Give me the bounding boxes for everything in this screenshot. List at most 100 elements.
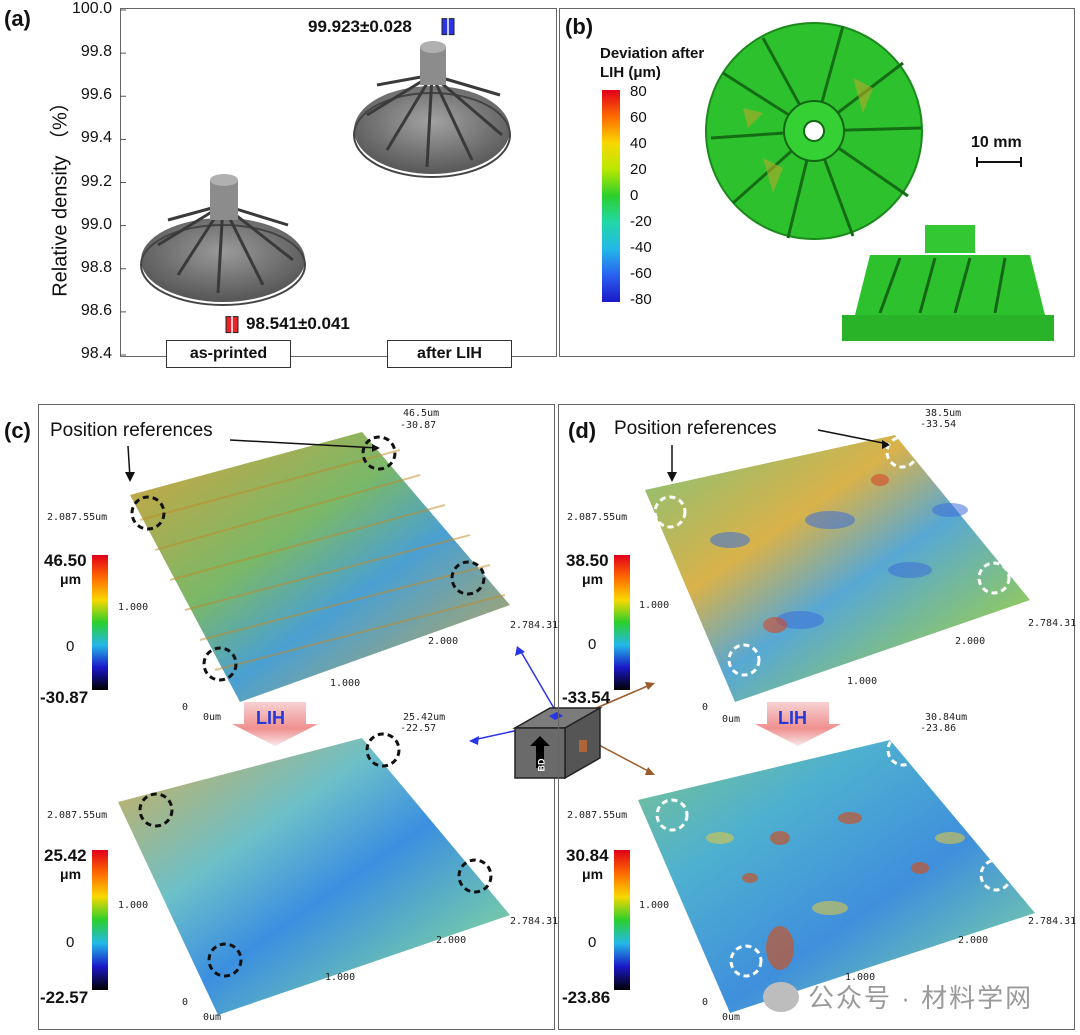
- d-bot-mid-tick: 1.000: [639, 900, 670, 911]
- y-tick-label: 99.0: [80, 215, 112, 233]
- d-top-origin: 0um: [722, 714, 741, 725]
- colorbar-tick-label: -20: [630, 213, 652, 230]
- c-top-x-mid: 2.000: [428, 636, 459, 647]
- colorbar-tick-label: 80: [630, 83, 647, 100]
- d-bot-zero: 0: [702, 997, 709, 1008]
- c-bot-x-end: 2.784.31: [510, 916, 559, 927]
- c-bot-x-small: 1.000: [325, 972, 356, 983]
- d-lih-arrow: [755, 700, 841, 746]
- d-bot-x-mid: 2.000: [958, 935, 989, 946]
- impeller-as-printed-image: [140, 174, 306, 306]
- panel-d-frame: [558, 404, 1075, 1030]
- impeller-deviation-top-view: [705, 22, 923, 240]
- build-direction-schematic: [469, 646, 655, 780]
- d-bot-colorbar: [614, 850, 630, 990]
- panel-d-label: (d): [568, 418, 597, 443]
- c-top-zero: 0: [182, 702, 189, 713]
- c-top-corner-label: 46.5um: [403, 408, 440, 419]
- y-tick-label: 98.8: [80, 258, 112, 276]
- c-top-colorbar: [92, 555, 108, 690]
- c-top-colorbar-zero: 0: [66, 638, 75, 655]
- panel-d-top-surface: [645, 429, 1030, 702]
- c-bot-corner-label2: -22.57: [400, 723, 437, 734]
- c-bot-zero: 0: [182, 997, 189, 1008]
- c-lih-label: LIH: [256, 708, 285, 728]
- y-tick-label: 98.6: [80, 301, 112, 319]
- d-top-mid-tick: 1.000: [639, 600, 670, 611]
- impeller-after-lih-image: [353, 41, 511, 178]
- c-top-y-label: 2.087.55um: [47, 512, 108, 523]
- c-top-x-small: 1.000: [330, 678, 361, 689]
- c-top-colorbar-min: -30.87: [40, 688, 89, 707]
- category-as-printed: as-printed: [166, 340, 291, 368]
- watermark-text: 公众号 · 材料学网: [808, 983, 1034, 1013]
- d-top-corner-label: 38.5um: [925, 408, 962, 419]
- d-bot-y-label: 2.087.55um: [567, 810, 628, 821]
- colorbar-tick-label: 20: [630, 161, 647, 178]
- c-top-mid-tick: 1.000: [118, 602, 149, 613]
- panel-d-bottom-surface: [638, 733, 1035, 1013]
- c-bot-origin: 0um: [203, 1012, 222, 1023]
- d-top-colorbar-min: -33.54: [562, 688, 611, 707]
- category-after-lih: after LIH: [387, 340, 512, 368]
- c-bot-y-label: 2.087.55um: [47, 810, 108, 821]
- colorbar-tick-label: 0: [630, 187, 639, 204]
- d-bot-x-small: 1.000: [845, 972, 876, 983]
- d-bot-corner-label2: -23.86: [920, 723, 957, 734]
- c-lih-arrow: [232, 700, 318, 746]
- colorbar-tick-label: -40: [630, 239, 652, 256]
- d-top-x-small: 1.000: [847, 676, 878, 687]
- c-bot-mid-tick: 1.000: [118, 900, 149, 911]
- c-bot-colorbar: [92, 850, 108, 990]
- c-bot-colorbar-zero: 0: [66, 934, 75, 951]
- d-bot-corner-label: 30.84um: [925, 712, 968, 723]
- d-top-colorbar-max: 38.50: [566, 551, 609, 570]
- colorbar-tick-label: -80: [630, 291, 652, 308]
- c-bot-colorbar-min: -22.57: [40, 988, 89, 1007]
- y-tick-label: 98.4: [80, 345, 112, 362]
- panel-b-frame: [559, 8, 1075, 357]
- d-bot-origin: 0um: [722, 1012, 741, 1023]
- d-top-x-mid: 2.000: [955, 636, 986, 647]
- d-top-corner-label2: -33.54: [920, 419, 957, 430]
- y-tick-label: 100.0: [71, 0, 112, 17]
- impeller-deviation-side-view: [842, 225, 1054, 341]
- d-top-y-label: 2.087.55um: [567, 512, 628, 523]
- d-top-colorbar: [614, 555, 630, 690]
- panel-c-top-surface: [125, 432, 510, 702]
- d-bot-x-end: 2.784.31: [1028, 916, 1077, 927]
- panel-a-chart: [120, 9, 455, 356]
- panel-a-label: (a): [4, 6, 31, 31]
- c-top-x-end: 2.784.31: [510, 620, 559, 631]
- d-lih-label: LIH: [778, 708, 807, 728]
- panel-d-position-references: Position references: [614, 418, 777, 439]
- c-bot-colorbar-unit: μm: [60, 866, 82, 882]
- y-tick-label: 99.4: [80, 129, 112, 147]
- d-top-colorbar-unit: μm: [582, 571, 604, 587]
- c-bot-x-mid: 2.000: [436, 935, 467, 946]
- wechat-icon: [763, 982, 799, 1012]
- c-top-colorbar-unit: μm: [60, 571, 82, 587]
- build-direction-label: BD: [536, 758, 547, 772]
- annotation-after-lih: 99.923±0.028: [308, 17, 412, 36]
- c-top-origin: 0um: [203, 712, 222, 723]
- c-bot-colorbar-max: 25.42: [44, 846, 87, 865]
- d-top-x-end: 2.784.31: [1028, 618, 1077, 629]
- colorbar-tick-label: -60: [630, 265, 652, 282]
- c-bot-corner-label: 25.42um: [403, 712, 446, 723]
- y-tick-label: 99.8: [80, 43, 112, 61]
- d-bot-colorbar-zero: 0: [588, 934, 597, 951]
- annotation-as-printed: 98.541±0.041: [246, 314, 350, 333]
- panel-b-colorbar: [602, 90, 620, 302]
- colorbar-tick-label: 60: [630, 109, 647, 126]
- y-tick-label: 99.6: [80, 86, 112, 104]
- d-bot-colorbar-max: 30.84: [566, 846, 609, 865]
- panel-c-label: (c): [4, 418, 31, 443]
- scale-bar: [976, 157, 1022, 167]
- panel-c-position-references: Position references: [50, 420, 213, 441]
- c-top-corner-label2: -30.87: [400, 420, 437, 431]
- c-top-colorbar-max: 46.50: [44, 551, 87, 570]
- d-top-zero: 0: [702, 702, 709, 713]
- panel-b-label: (b): [565, 14, 594, 39]
- d-bot-colorbar-min: -23.86: [562, 988, 611, 1007]
